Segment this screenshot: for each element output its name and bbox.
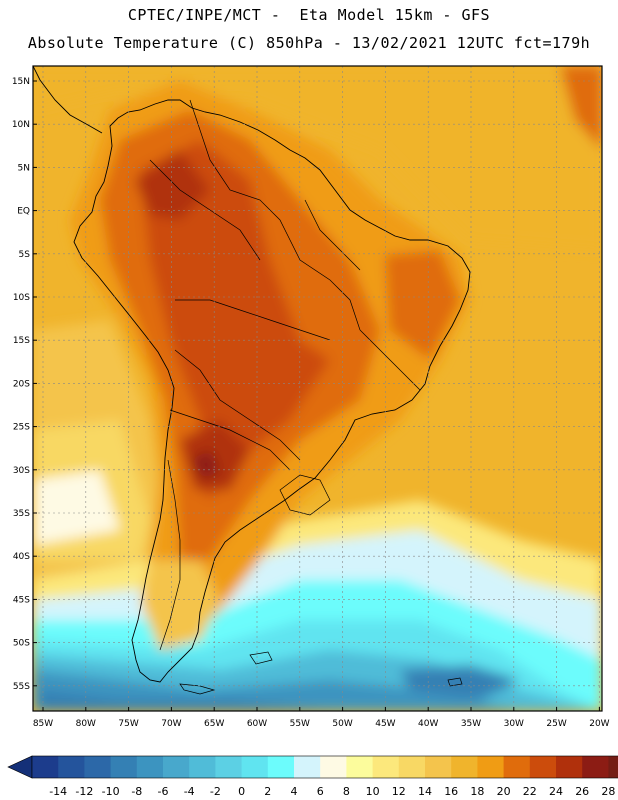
colorbar-tick-label: 12 <box>392 785 406 798</box>
lat-label: 15S <box>13 336 30 346</box>
colorbar-swatch <box>32 756 59 778</box>
colorbar-tick-label: 14 <box>418 785 432 798</box>
colorbar-swatch <box>556 756 583 778</box>
colorbar <box>7 755 618 779</box>
colorbar-tick-label: 18 <box>470 785 484 798</box>
lat-label: 25S <box>13 423 30 433</box>
lat-label: 50S <box>13 639 30 649</box>
colorbar-swatch <box>241 756 269 778</box>
lon-label: 75W <box>118 719 138 729</box>
colorbar-swatch <box>267 756 295 778</box>
colorbar-tick-label: 0 <box>238 785 245 798</box>
lon-label: 40W <box>418 719 438 729</box>
colorbar-swatch <box>529 756 557 778</box>
temperature-field <box>33 66 602 711</box>
colorbar-swatch <box>451 756 478 778</box>
latitude-labels: 15N 10N 5N EQ 5S 10S 15S 20S 25S 30S 35S 40S 45S 50S 5… <box>12 77 37 692</box>
colorbar-swatch <box>58 756 85 778</box>
lon-label: 35W <box>461 719 481 729</box>
colorbar-tick-label: 2 <box>264 785 271 798</box>
lon-label: 85W <box>33 719 53 729</box>
colorbar-outline <box>31 755 618 779</box>
colorbar-swatch <box>84 756 112 778</box>
lat-label: 45S <box>13 595 30 605</box>
lat-label: 5S <box>19 250 31 260</box>
lat-label: 55S <box>13 682 30 692</box>
title-line-1: CPTEC/INPE/MCT - Eta Model 15km - GFS <box>127 6 491 24</box>
lat-label: 35S <box>13 509 30 519</box>
colorbar-swatch <box>503 756 531 778</box>
colorbar-swatch <box>582 756 609 778</box>
colorbar-tick-label: -14 <box>49 785 67 798</box>
lat-label: 30S <box>13 466 30 476</box>
colorbar-swatch <box>294 756 321 778</box>
lat-label: 40S <box>13 552 30 562</box>
colorbar-swatch <box>372 756 400 778</box>
lat-label: 20S <box>13 379 30 389</box>
colorbar-tick-label: -4 <box>184 785 195 798</box>
title-line-2: Absolute Temperature (C) 850hPa - 13/02/… <box>27 34 591 52</box>
lat-label: 10N <box>12 120 30 130</box>
longitude-labels: 85W 80W 75W 70W 65W 60W 55W 50W 45W 40W 35W 30W 25W 2… <box>33 707 610 729</box>
colorbar-tick-label: 24 <box>549 785 563 798</box>
colorbar-swatch <box>215 756 243 778</box>
lon-label: 65W <box>204 719 224 729</box>
colorbar-swatch <box>425 756 452 778</box>
colorbar-tick-label: 8 <box>343 785 350 798</box>
colorbar-swatch <box>320 756 347 778</box>
colorbar-tick-label: -6 <box>158 785 169 798</box>
lon-label: 50W <box>332 719 352 729</box>
colorbar-swatch <box>110 756 138 778</box>
lon-label: 80W <box>76 719 96 729</box>
colorbar-tick-label: 28 <box>601 785 615 798</box>
colorbar-swatch <box>163 756 190 778</box>
colorbar-tick-label: 4 <box>291 785 298 798</box>
lon-label: 60W <box>247 719 267 729</box>
coastlines <box>33 66 471 695</box>
lat-label: EQ <box>17 207 30 217</box>
lon-label: 30W <box>504 719 524 729</box>
lon-label: 20W <box>589 719 609 729</box>
colorbar-tick-label: -12 <box>75 785 93 798</box>
map-frame <box>32 65 603 712</box>
colorbar-swatch <box>136 756 164 778</box>
lon-label: 55W <box>290 719 310 729</box>
colorbar-swatch <box>189 756 216 778</box>
lat-label: 5N <box>18 163 30 173</box>
colorbar-tick-label: 22 <box>523 785 537 798</box>
lat-label: 15N <box>12 77 30 87</box>
lon-label: 45W <box>375 719 395 729</box>
colorbar-tick-label: -10 <box>102 785 120 798</box>
lon-label: 70W <box>161 719 181 729</box>
colorbar-tick-label: 16 <box>444 785 458 798</box>
colorbar-swatch <box>398 756 426 778</box>
colorbar-tick-label: -8 <box>131 785 142 798</box>
lon-label: 25W <box>546 719 566 729</box>
colorbar-arrow-left <box>7 755 33 779</box>
colorbar-tick-label: -2 <box>210 785 221 798</box>
colorbar-tick-label: 26 <box>575 785 589 798</box>
colorbar-swatch <box>346 756 374 778</box>
colorbar-swatch <box>477 756 505 778</box>
colorbar-tick-label: 20 <box>497 785 511 798</box>
lat-label: 10S <box>13 293 30 303</box>
colorbar-tick-label: 10 <box>366 785 380 798</box>
colorbar-swatch <box>608 756 618 778</box>
colorbar-tick-label: 6 <box>317 785 324 798</box>
colorbar-labels: -14 -12 -10 -8 -6 -4 -2 0 2 4 6 8 10 12 14 16 18 20 22 24 26… <box>49 785 615 798</box>
